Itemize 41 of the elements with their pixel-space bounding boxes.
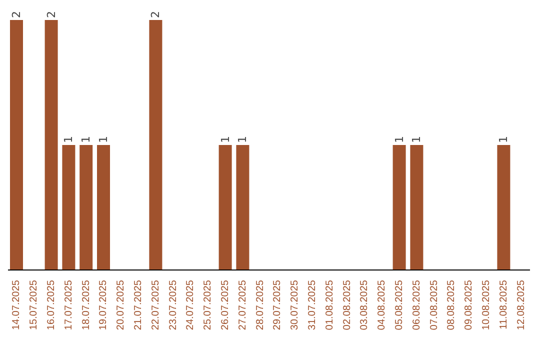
x-tick-label: 11.08.2025 (498, 280, 510, 330)
x-tick-label: 29.07.2025 (272, 280, 284, 330)
data-label: 1 (80, 136, 93, 143)
x-tick-label: 21.07.2025 (133, 280, 144, 330)
data-label: 2 (10, 11, 23, 18)
x-tick-label: 22.07.2025 (150, 280, 162, 330)
x-tick-label: 09.08.2025 (464, 280, 475, 330)
x-tick-label: 18.07.2025 (80, 280, 92, 330)
x-tick-label: 05.08.2025 (394, 280, 405, 330)
x-tick-label: 04.08.2025 (376, 280, 388, 330)
x-tick-label: 14.07.2025 (11, 280, 22, 330)
x-tick-label: 24.07.2025 (185, 280, 196, 330)
x-tick-label: 27.07.2025 (237, 280, 248, 330)
x-tick-label: 10.08.2025 (481, 280, 492, 330)
x-tick-label: 30.07.2025 (290, 280, 301, 330)
x-tick-label: 25.07.2025 (202, 280, 214, 330)
data-label: 1 (97, 136, 110, 143)
x-tick-label: 02.08.2025 (342, 280, 353, 330)
x-tick-label: 26.07.2025 (220, 280, 231, 330)
data-label: 1 (218, 136, 232, 143)
x-tick-label: 28.07.2025 (254, 280, 266, 330)
x-tick-label: 20.07.2025 (116, 280, 127, 330)
x-tick-label: 23.07.2025 (168, 280, 179, 330)
x-tick-label: 12.08.2025 (516, 280, 527, 330)
data-label: 2 (149, 11, 162, 18)
x-tick-label: 17.07.2025 (63, 280, 74, 330)
data-label: 2 (44, 11, 58, 18)
x-tick-label: 03.08.2025 (359, 280, 370, 330)
data-label: 1 (62, 136, 76, 143)
x-tick-label: 31.07.2025 (307, 280, 318, 330)
data-label: 1 (236, 136, 250, 143)
x-tick-label: 01.08.2025 (324, 280, 336, 330)
x-tick-label: 07.08.2025 (428, 280, 440, 330)
data-label: 1 (392, 136, 406, 143)
x-tick-label: 15.07.2025 (28, 280, 40, 330)
x-tick-label: 06.08.2025 (411, 280, 422, 330)
x-tick-label: 19.07.2025 (98, 280, 110, 330)
data-label: 1 (410, 136, 424, 143)
x-tick-label: 08.08.2025 (446, 280, 458, 330)
x-tick-label: 16.07.2025 (46, 280, 57, 330)
data-label: 1 (497, 136, 510, 143)
